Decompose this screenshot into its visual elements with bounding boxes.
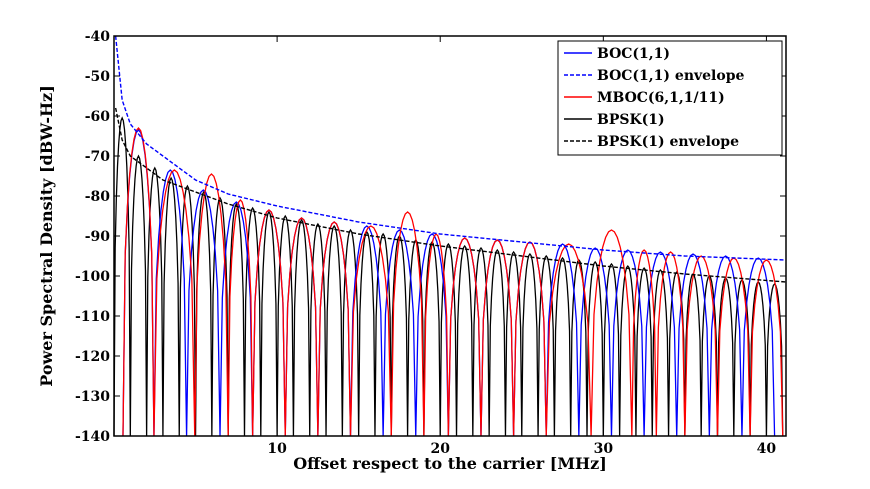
y-tick-label: -70 bbox=[85, 149, 111, 165]
y-tick-label: -140 bbox=[75, 429, 110, 445]
legend-label-bpsk-1-envelope: BPSK(1) envelope bbox=[597, 134, 739, 150]
legend-label-boc-1-1: BOC(1,1) bbox=[597, 46, 670, 62]
y-tick-label: -120 bbox=[75, 349, 110, 365]
series-line-bpsk-1-envelope bbox=[114, 107, 787, 283]
x-axis-label: Offset respect to the carrier [MHz] bbox=[293, 454, 607, 473]
x-tick-label: 20 bbox=[430, 441, 450, 457]
legend-label-mboc-6-1-1-11: MBOC(6,1,1/11) bbox=[597, 90, 725, 106]
y-tick-label: -80 bbox=[85, 189, 111, 205]
series-line-boc-1-1-envelope bbox=[114, 35, 787, 261]
y-tick-label: -50 bbox=[85, 69, 111, 85]
legend-label-boc-1-1-envelope: BOC(1,1) envelope bbox=[597, 68, 744, 84]
x-tick-label: 30 bbox=[594, 441, 614, 457]
x-tick-label: 40 bbox=[757, 441, 777, 457]
tick-layer: -40 -50 -60 -70 -80 -90 -100 -110 -120 -130 -140 10… bbox=[75, 29, 786, 457]
y-tick-label: -90 bbox=[85, 229, 111, 245]
x-tick-label: 10 bbox=[267, 441, 287, 457]
y-tick-label: -110 bbox=[75, 309, 110, 325]
y-tick-label: -130 bbox=[75, 389, 110, 405]
y-tick-label: -40 bbox=[85, 29, 111, 45]
y-tick-label: -60 bbox=[85, 109, 111, 125]
legend-box bbox=[557, 40, 783, 156]
y-tick-label: -100 bbox=[75, 269, 110, 285]
legend: BOC(1,1) BOC(1,1) envelope MBOC(6,1,1/11) B… bbox=[557, 40, 783, 156]
y-axis-label: Power Spectral Density [dBW-Hz] bbox=[37, 85, 56, 387]
legend-label-bpsk-1: BPSK(1) bbox=[597, 112, 665, 128]
